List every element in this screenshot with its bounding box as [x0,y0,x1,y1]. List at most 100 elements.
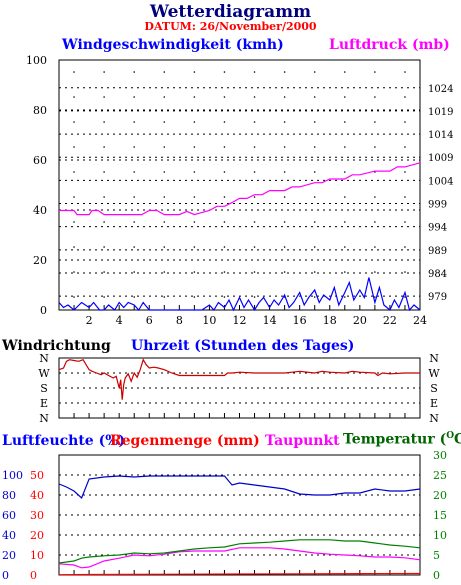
pressure-line [59,162,421,216]
grid-dot [73,71,75,73]
grid-dot [404,121,406,123]
grid-dot [163,171,166,173]
temperature-title-suffix: C) [454,431,461,448]
rain-tick-label: 30 [30,509,44,522]
temperature-title: Temperatur (OC) [343,431,461,448]
rain-tick-label: 50 [30,469,44,482]
dewpoint-title: Taupunkt [265,433,340,449]
grid-dot [313,196,316,198]
right-tick-label: 1004 [428,176,453,187]
grid-dot [103,271,105,273]
grid-dot [343,71,346,73]
grid-dot [103,246,105,248]
rain-title: Regenmenge (mm) [110,433,260,449]
grid-dot [223,246,226,248]
grid-dot [283,221,286,223]
grid-dot [313,96,316,98]
grid-dot [313,71,316,73]
grid-dot [163,121,166,123]
grid-dot [253,296,256,298]
grid-dot [313,146,316,148]
left-tick-label: 60 [33,154,47,167]
grid-dot [223,71,226,73]
grid-dot [103,146,105,148]
grid-dot [193,146,196,148]
grid-dot [163,71,166,73]
grid-dot [223,196,226,198]
grid-dot [404,196,406,198]
grid-dot [223,121,226,123]
wind-speed-line [58,277,421,312]
grid-dot [133,71,136,73]
grid-dot [163,221,166,223]
rain-tick-label: 20 [30,529,44,542]
grid-dot [163,246,166,248]
page-title: Wetterdiagramm [149,2,312,22]
grid-dot [283,146,286,148]
grid-dot [133,271,136,273]
grid-dot [283,121,286,123]
grid-dot [133,171,136,173]
grid-dot [193,296,196,298]
grid-dot [133,196,136,198]
grid-dot [343,296,346,298]
temperature-tick-label: 0 [433,569,440,582]
temperature-tick-label: 25 [433,469,447,482]
x-tick-label: 6 [146,314,153,327]
grid-dot [343,146,346,148]
grid-dot [343,96,346,98]
direction-label-right: E [430,397,438,410]
x-tick-label: 14 [263,314,277,327]
right-tick-label: 979 [428,292,447,303]
grid-dot [404,221,406,223]
grid-dot [163,196,166,198]
direction-label-right: N [429,412,439,425]
right-tick-label: 989 [428,246,447,257]
x-tick-label: 24 [413,314,427,327]
grid-dot [223,296,226,298]
grid-dot [103,96,105,98]
temperature-tick-label: 15 [433,509,447,522]
grid-dot [374,296,376,298]
grid-dot [313,221,316,223]
grid-dot [374,221,376,223]
left-tick-label: 0 [40,304,47,317]
grid-dot [374,96,376,98]
humidity-title: Luftfeuchte (%) [2,433,126,449]
grid-dot [103,71,105,73]
grid-dot [404,296,406,298]
right-tick-label: 984 [428,269,447,280]
left-tick-label: 80 [33,104,47,117]
grid-dot [133,146,136,148]
grid-dot [283,171,286,173]
grid-dot [193,71,196,73]
right-tick-label: 1019 [428,107,453,118]
grid-dot [374,71,376,73]
grid-dot [73,246,75,248]
right-tick-label: 999 [428,200,447,211]
grid-dot [73,171,75,173]
grid-dot [283,71,286,73]
direction-label-right: S [430,382,438,395]
grid-dot [223,96,226,98]
grid-dot [163,271,166,273]
grid-dot [193,246,196,248]
wind-direction-line [58,358,420,400]
grid-dot [73,221,75,223]
grid-dot [133,121,136,123]
grid-dot [103,221,105,223]
grid-dot [133,96,136,98]
x-tick-label: 20 [353,314,367,327]
x-tick-label: 16 [293,314,307,327]
grid-dot [374,196,376,198]
grid-dot [223,171,226,173]
grid-dot [163,296,166,298]
grid-dot [313,296,316,298]
wind-speed-title: Windgeschwindigkeit (kmh) [62,37,284,53]
grid-dot [253,121,256,123]
x-tick-label: 12 [233,314,247,327]
grid-dot [404,271,406,273]
direction-label-right: N [429,352,439,365]
grid-dot [73,121,75,123]
grid-dot [283,246,286,248]
